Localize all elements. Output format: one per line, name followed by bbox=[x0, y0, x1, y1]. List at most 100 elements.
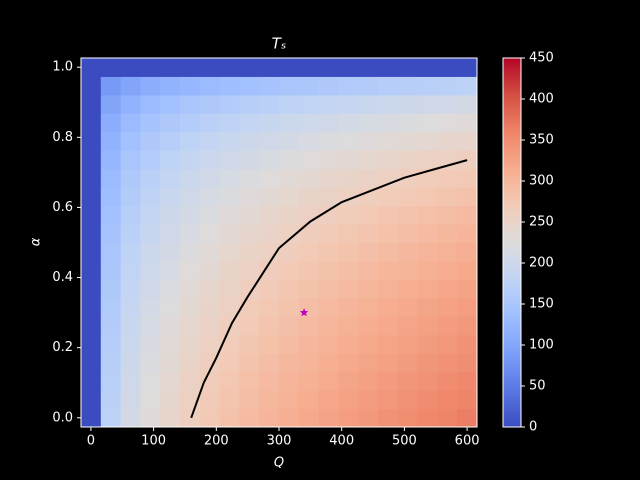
heatmap-cell bbox=[457, 390, 478, 410]
heatmap-cell bbox=[417, 205, 438, 225]
heatmap-cell bbox=[397, 242, 419, 262]
heatmap-cell bbox=[417, 334, 438, 354]
heatmap-cell bbox=[457, 187, 478, 207]
heatmap-cell bbox=[358, 58, 379, 77]
heatmap-cell bbox=[199, 150, 221, 170]
heatmap-cell bbox=[417, 150, 438, 170]
heatmap-cell bbox=[358, 113, 379, 133]
heatmap-cell bbox=[298, 187, 320, 207]
heatmap-cell bbox=[457, 371, 478, 391]
heatmap-cell bbox=[417, 260, 438, 280]
heatmap-cell bbox=[160, 131, 181, 151]
heatmap-cell bbox=[338, 371, 359, 391]
heatmap-cell bbox=[100, 224, 122, 243]
heatmap-cell bbox=[219, 205, 240, 225]
heatmap-cell bbox=[259, 94, 280, 114]
heatmap-cell bbox=[279, 371, 300, 391]
heatmap-cell bbox=[338, 408, 359, 428]
heatmap-cell bbox=[180, 353, 201, 373]
heatmap-cell bbox=[338, 242, 359, 262]
heatmap-cell bbox=[180, 297, 201, 317]
heatmap-cell bbox=[417, 390, 438, 410]
heatmap-cell bbox=[298, 94, 320, 114]
heatmap-cell bbox=[437, 76, 458, 96]
heatmap-cell bbox=[457, 408, 478, 428]
heatmap-cell bbox=[81, 58, 102, 77]
heatmap-cell bbox=[437, 224, 458, 243]
heatmap-cell bbox=[457, 168, 478, 188]
heatmap-cell bbox=[378, 224, 399, 243]
heatmap-cell bbox=[298, 371, 320, 391]
heatmap-cell bbox=[457, 113, 478, 133]
heatmap-cell bbox=[81, 334, 102, 354]
heatmap-cell bbox=[259, 297, 280, 317]
heatmap-cell bbox=[160, 371, 181, 391]
heatmap-cell bbox=[298, 242, 320, 262]
heatmap-cell bbox=[378, 187, 399, 207]
colorbar-tick-label: 450 bbox=[529, 51, 554, 66]
heatmap-cell bbox=[298, 131, 320, 151]
heatmap-cell bbox=[358, 168, 379, 188]
heatmap-cell bbox=[318, 353, 339, 373]
x-axis-label: Q bbox=[274, 456, 284, 471]
heatmap-cell bbox=[417, 353, 438, 373]
heatmap-cell bbox=[318, 316, 339, 336]
heatmap-cell bbox=[457, 94, 478, 114]
heatmap-cell bbox=[437, 297, 458, 317]
heatmap-cell bbox=[417, 408, 438, 428]
colorbar-tick-label: 300 bbox=[529, 174, 554, 189]
heatmap-cell bbox=[378, 260, 399, 280]
heatmap-cell bbox=[120, 113, 141, 133]
heatmap-cell bbox=[259, 224, 280, 243]
heatmap-cell bbox=[437, 260, 458, 280]
heatmap-cell bbox=[100, 58, 122, 77]
heatmap-cell bbox=[199, 168, 221, 188]
heatmap-cell bbox=[397, 131, 419, 151]
heatmap-cell bbox=[100, 408, 122, 428]
heatmap-cell bbox=[239, 316, 260, 336]
heatmap-cell bbox=[140, 279, 161, 299]
heatmap-cell bbox=[378, 353, 399, 373]
heatmap-cell bbox=[279, 150, 300, 170]
heatmap-cell bbox=[397, 94, 419, 114]
colorbar-tick-label: 250 bbox=[529, 215, 554, 230]
heatmap-cell bbox=[279, 353, 300, 373]
heatmap-cell bbox=[378, 316, 399, 336]
heatmap-cell bbox=[338, 205, 359, 225]
heatmap-cell bbox=[358, 334, 379, 354]
heatmap-cell bbox=[160, 168, 181, 188]
heatmap-cell bbox=[160, 113, 181, 133]
heatmap-cell bbox=[279, 76, 300, 96]
heatmap-cell bbox=[279, 205, 300, 225]
heatmap-cell bbox=[120, 353, 141, 373]
heatmap-cell bbox=[219, 58, 240, 77]
heatmap-cell bbox=[180, 224, 201, 243]
heatmap-cell bbox=[457, 76, 478, 96]
heatmap-cell bbox=[338, 150, 359, 170]
heatmap-cell bbox=[298, 316, 320, 336]
heatmap-cell bbox=[81, 390, 102, 410]
heatmap-cell bbox=[279, 224, 300, 243]
heatmap-cell bbox=[100, 297, 122, 317]
heatmap-cell bbox=[417, 242, 438, 262]
heatmap-cell bbox=[378, 390, 399, 410]
heatmap-cell bbox=[358, 371, 379, 391]
heatmap-cell bbox=[81, 371, 102, 391]
heatmap-cell bbox=[100, 353, 122, 373]
heatmap-cell bbox=[457, 242, 478, 262]
heatmap-cell bbox=[120, 94, 141, 114]
heatmap-cell bbox=[259, 316, 280, 336]
heatmap-cell bbox=[298, 113, 320, 133]
heatmap-cell bbox=[417, 224, 438, 243]
heatmap-cell bbox=[219, 113, 240, 133]
heatmap-cell bbox=[180, 371, 201, 391]
heatmap-cell bbox=[239, 76, 260, 96]
colorbar-tick-label: 150 bbox=[529, 297, 554, 312]
chart-title: Tₛ bbox=[272, 35, 287, 53]
heatmap-cell bbox=[219, 150, 240, 170]
heatmap-cell bbox=[378, 131, 399, 151]
heatmap-cell bbox=[140, 205, 161, 225]
heatmap-cell bbox=[397, 316, 419, 336]
heatmap-cell bbox=[417, 316, 438, 336]
heatmap-cell bbox=[140, 316, 161, 336]
